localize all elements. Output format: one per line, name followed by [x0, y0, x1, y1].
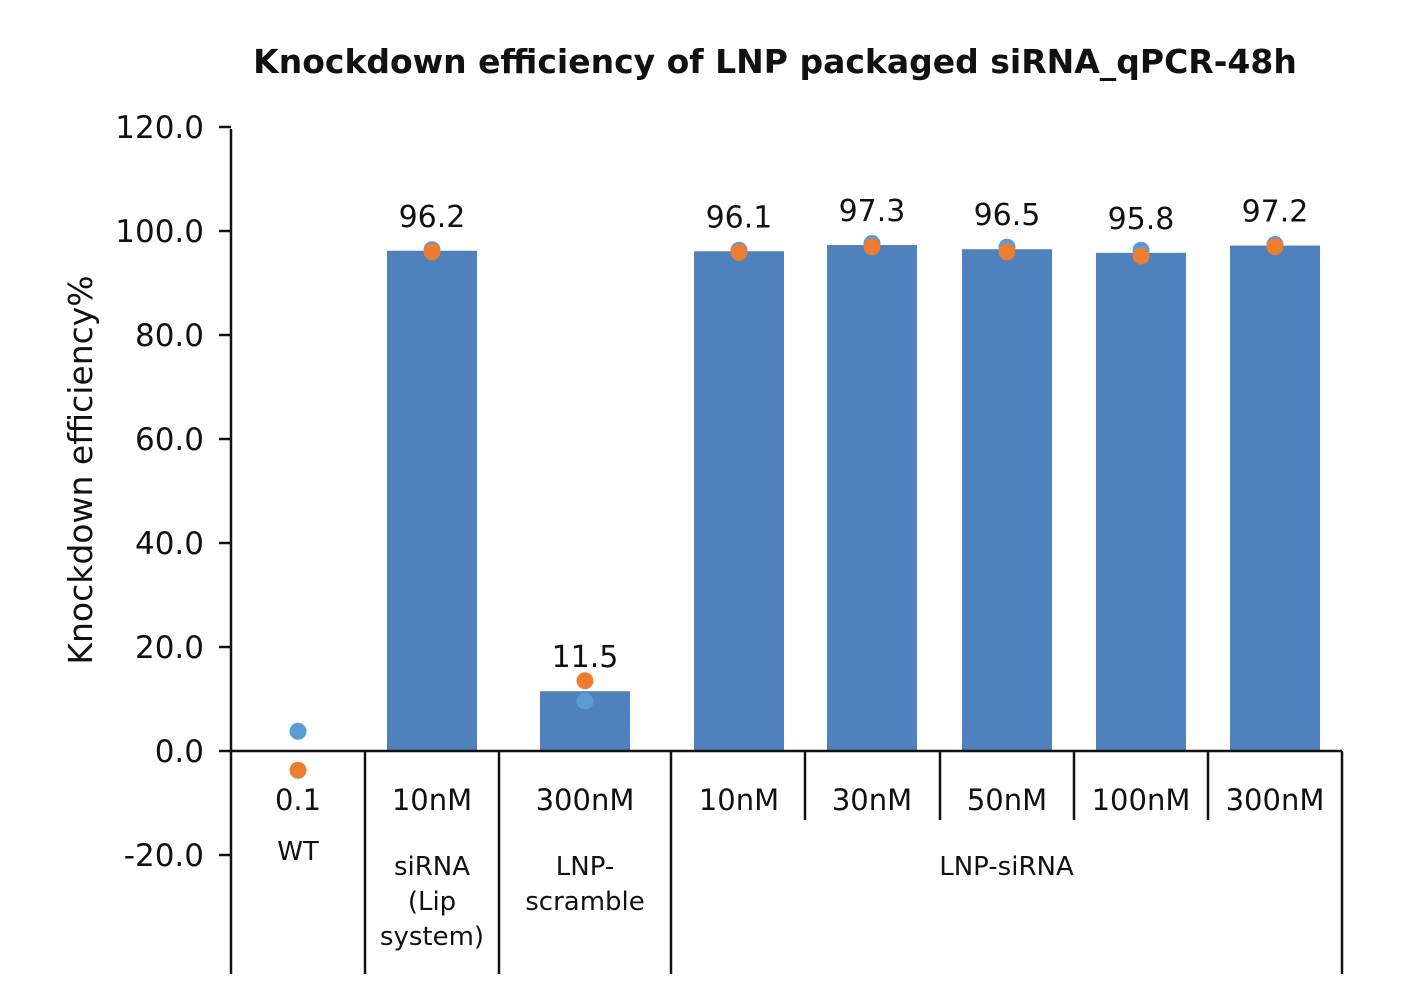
group-label: system): [380, 922, 484, 952]
y-tick-label: 80.0: [135, 318, 204, 354]
group-labels: WT siRNA (Lip system) LNP-scramble LNP-siRNA: [277, 837, 1074, 952]
bar: [387, 250, 477, 751]
replicate-point: [1266, 238, 1284, 256]
replicate-points: [289, 234, 1284, 779]
category-label: 300nM: [536, 783, 635, 817]
replicate-point: [576, 692, 594, 710]
bar: [1230, 245, 1320, 751]
category-labels: 0.1 10nM 300nM 10nM 30nM 50nM 100nM 300nM: [275, 783, 1324, 817]
category-label: 0.1: [275, 783, 321, 817]
data-label: 95.8: [1108, 202, 1175, 237]
group-label: (Lip: [408, 887, 456, 917]
data-label: 96.2: [399, 200, 466, 235]
y-tick-label: 60.0: [135, 422, 204, 458]
group-label: LNP-siRNA: [939, 852, 1074, 882]
replicate-point: [289, 761, 307, 779]
replicate-point: [576, 672, 594, 690]
replicate-point: [1132, 247, 1150, 265]
data-label: 97.3: [839, 194, 906, 229]
bar: [1096, 252, 1186, 751]
group-label: siRNA: [394, 852, 470, 882]
replicate-point: [863, 238, 881, 256]
y-tick-label: 100.0: [115, 214, 204, 250]
bar: [962, 249, 1052, 751]
category-label: 100nM: [1092, 783, 1191, 817]
category-label: 50nM: [967, 783, 1047, 817]
data-labels: 96.2 11.5 96.1 97.3 96.5 95.8 97.2: [399, 194, 1309, 675]
replicate-point: [998, 243, 1016, 261]
data-label: 97.2: [1242, 195, 1309, 230]
replicate-point: [423, 243, 441, 261]
y-tick-label: 40.0: [135, 526, 204, 562]
y-tick-label: -20.0: [124, 838, 204, 874]
bar: [827, 245, 917, 752]
y-axis-ticks: 120.0 100.0 80.0 60.0 40.0 20.0 0.0 -20.0: [115, 110, 231, 874]
y-tick-label: 120.0: [115, 110, 204, 146]
replicate-point: [289, 722, 307, 740]
y-axis-label: Knockdown efficiency%: [61, 275, 100, 664]
group-label: WT: [277, 837, 319, 867]
y-tick-label: 20.0: [135, 630, 204, 666]
group-label: scramble: [525, 887, 645, 917]
replicate-point: [730, 243, 748, 261]
data-label: 11.5: [552, 640, 619, 675]
bars: [253, 245, 1320, 752]
group-label: LNP-: [556, 852, 614, 882]
data-label: 96.1: [706, 200, 773, 235]
y-tick-label: 0.0: [155, 734, 204, 770]
category-label: 30nM: [832, 783, 912, 817]
axes: [229, 129, 1344, 974]
category-label: 300nM: [1226, 783, 1325, 817]
chart-title: Knockdown efficiency of LNP packaged siR…: [253, 42, 1297, 81]
data-label: 96.5: [974, 198, 1041, 233]
category-label: 10nM: [392, 783, 472, 817]
category-label: 10nM: [699, 783, 779, 817]
bar: [694, 251, 784, 751]
